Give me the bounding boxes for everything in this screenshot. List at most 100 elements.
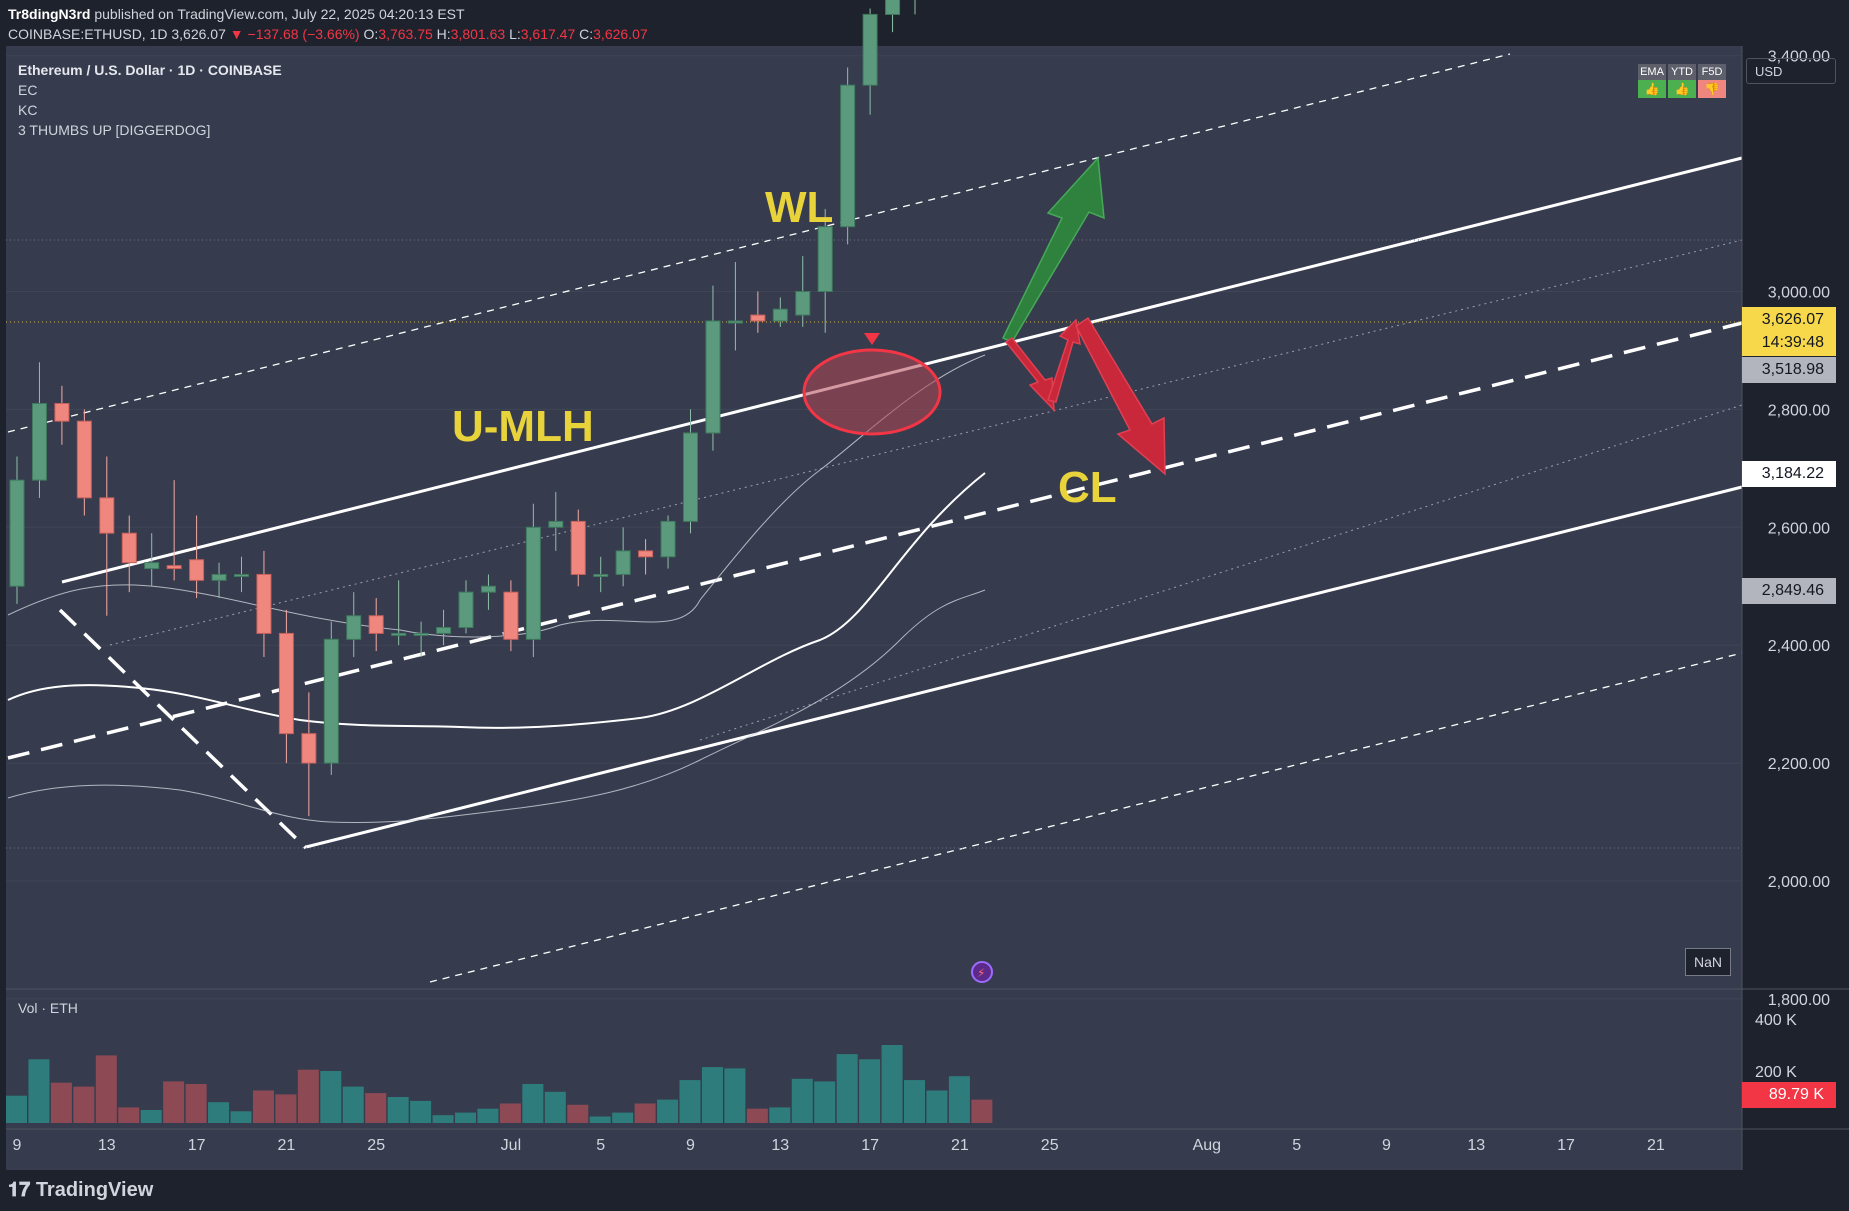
candle-body [76,420,92,499]
price-axis[interactable]: 1,800.00 2,000.00 2,200.00 2,400.00 2,600.00… [1768,0,1830,1009]
brand-name[interactable]: TradingView [35,1179,154,1201]
price-chart[interactable]: 1,800.00 2,000.00 2,200.00 2,400.00 2,600.00… [0,0,1849,1170]
close-value: 3,626.07 [593,26,648,42]
time-axis[interactable]: 9 13 17 21 25 Jul 5 9 13 17 21 25 Aug 5 9 13 17 21 [13,1137,1665,1154]
time-tick-label: 9 [1382,1137,1391,1154]
publish-info: published on TradingView.com, July 22, 2… [94,6,465,22]
candle-body [548,520,564,528]
thumb-up-icon: 👍 [1638,80,1666,98]
candle-body [727,320,743,324]
candle-body [660,520,676,558]
candle-body [9,479,25,587]
volume-bars [6,1045,993,1123]
candle-body [638,550,654,558]
header-bar: Tr8dingN3rd published on TradingView.com… [0,0,1849,46]
volume-legend[interactable]: Vol · ETH [18,1000,78,1016]
indicator-kc[interactable]: KC [18,102,38,118]
volume-bar [432,1115,454,1123]
volume-bar [252,1090,274,1123]
band-lower [7,589,986,824]
currency-selector[interactable]: USD [1746,58,1836,84]
price-label-2: 3,184.22 [1742,461,1836,487]
volume-axis: 400 K 200 K [1755,1012,1797,1081]
volume-bar [73,1086,95,1123]
volume-bar [6,1095,27,1123]
candle-body [413,632,429,636]
price-tick-label: 1,800.00 [1768,992,1830,1009]
candle-body [480,585,496,593]
time-tick-label: 13 [771,1137,789,1154]
warning-line-lower [429,652,1743,983]
time-tick-label: 25 [367,1137,385,1154]
volume-bar [387,1097,409,1123]
candle-body [862,13,878,86]
time-tick-label: 17 [188,1137,206,1154]
candles [9,0,916,817]
time-tick-label: 13 [1467,1137,1485,1154]
annotation-cl: CL [1058,463,1117,512]
candle-body [525,526,541,640]
volume-bar [679,1080,701,1123]
candle-body [795,291,811,316]
volume-tick-label: 200 K [1755,1064,1797,1081]
volume-bar [140,1110,162,1123]
time-tick-label: 17 [861,1137,879,1154]
candle-body [458,591,474,629]
volume-bar [410,1100,432,1123]
high-value: 3,801.63 [450,26,506,42]
time-tick-label: Jul [501,1137,521,1154]
last-price: 3,626.07 [171,26,226,42]
candle-body [817,226,833,292]
volume-bar [118,1107,140,1123]
last-price-label: 3,626.07 [1742,307,1836,333]
candle-body [31,403,47,481]
event-icon [971,961,993,983]
l-mlh-line [305,485,1743,849]
thumbs-table: EMA 👍 YTD 👍 F5D 👎 [1638,64,1730,104]
candle-body [301,733,317,764]
volume-bar [365,1093,387,1123]
indicator-3-thumbs-up[interactable]: 3 THUMBS UP [DIGGERDOG] [18,122,211,138]
candle-body [278,632,294,735]
time-tick-label: 21 [1647,1137,1665,1154]
author-name[interactable]: Tr8dingN3rd [8,6,91,22]
annotation-u-mlh: U-MLH [452,402,594,451]
price-tick-label: 2,600.00 [1768,520,1830,537]
indicator-ec[interactable]: EC [18,82,38,98]
candle-body [99,497,115,534]
candle-body [570,520,586,575]
volume-bar [589,1116,611,1123]
time-tick-label: 5 [1292,1137,1301,1154]
volume-bar [612,1112,634,1123]
candle-body [368,615,384,634]
warning-line-upper [7,53,1511,433]
volume-bar [455,1112,476,1123]
candle-body [683,432,698,522]
price-tick-label: 3,000.00 [1768,285,1830,302]
nan-label: NaN [1685,948,1731,976]
volume-bar [814,1081,836,1123]
event-icon-glyph: ⚡ [977,966,985,980]
candle-body [189,559,205,581]
symbol-line: COINBASE:ETHUSD, 1D [8,26,168,42]
volume-bar [208,1102,230,1123]
volume-bar [275,1094,297,1123]
green-arrow-icon [1001,156,1105,343]
quarter-line-upper [109,239,1743,646]
volume-bar [544,1091,566,1123]
band-middle [7,472,986,729]
candle-body [705,320,721,434]
quarter-line-lower [699,404,1743,741]
volume-bar [320,1071,342,1123]
price-tick-label: 2,800.00 [1768,402,1830,419]
volume-bar [971,1099,993,1123]
volume-bar [859,1059,881,1123]
volume-bar [28,1059,50,1123]
candle-body [436,627,452,634]
candle-body [885,0,901,15]
tradingview-logo-icon: 𝟏𝟕 [8,1179,31,1201]
price-tick-label: 2,200.00 [1768,756,1830,773]
time-tick-label: 21 [951,1137,969,1154]
low-value: 3,617.47 [520,26,576,42]
center-line [7,321,1743,760]
